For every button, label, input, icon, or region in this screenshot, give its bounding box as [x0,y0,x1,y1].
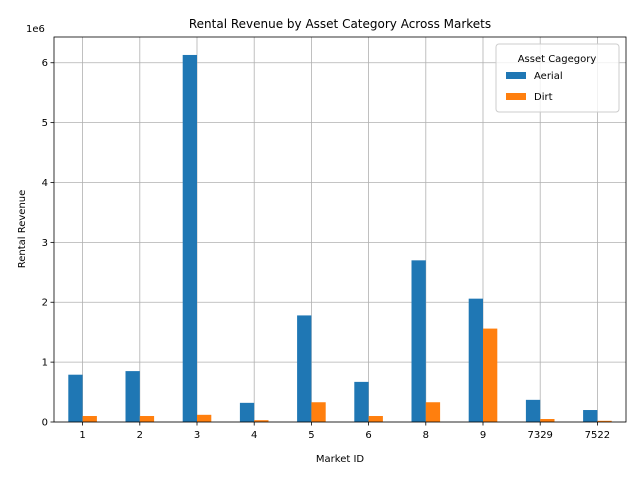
bar-aerial-9 [468,298,483,422]
x-tick-label: 9 [480,430,486,441]
bar-dirt-2 [139,416,155,422]
x-axis-ticks: 1 2 3 4 5 6 8 9 7329 7522 [79,422,610,441]
x-axis-label: Market ID [316,454,365,465]
legend-label-dirt: Dirt [534,92,553,103]
y-tick-label: 5 [42,118,48,129]
bar-dirt-7329 [540,419,555,422]
legend-swatch-aerial [506,72,526,79]
bar-dirt-8 [425,402,441,422]
bar-dirt-4 [254,420,269,422]
x-tick-label: 5 [308,430,314,441]
y-axis-label: Rental Revenue [17,190,28,269]
x-tick-label: 4 [251,430,257,441]
bar-dirt-5 [311,402,326,422]
chart-title: Rental Revenue by Asset Category Across … [189,17,491,31]
x-tick-label: 1 [79,430,85,441]
x-tick-label: 3 [194,430,200,441]
y-tick-label: 3 [42,238,48,249]
bar-aerial-4 [239,402,255,422]
x-tick-label: 7522 [585,430,610,441]
bar-dirt-7522 [597,420,612,422]
bar-dirt-9 [483,328,498,422]
y-tick-label: 4 [42,178,48,189]
bar-aerial-7329 [525,399,541,422]
bar-dirt-6 [368,416,383,422]
legend-swatch-dirt [506,93,526,100]
bar-aerial-2 [125,371,140,422]
bar-aerial-6 [354,381,369,422]
bar-aerial-3 [182,54,197,422]
bar-dirt-1 [82,416,97,422]
x-tick-label: 8 [423,430,429,441]
y-tick-label: 0 [42,418,48,429]
bar-aerial-5 [297,315,312,422]
legend-label-aerial: Aerial [534,71,563,82]
plot-frame [53,36,627,423]
bar-aerial-1 [68,374,83,422]
bar-dirt-3 [197,414,212,422]
bars [68,54,612,422]
y-tick-label: 1 [42,358,48,369]
legend-title: Asset Cagegory [518,54,597,65]
legend: Asset Cagegory Aerial Dirt [495,43,620,113]
y-axis-ticks: 0 1 2 3 4 5 6 [42,58,54,429]
legend-box [495,43,620,113]
bar-aerial-7522 [583,410,598,422]
y-tick-label: 6 [42,58,48,69]
y-offset-label: 1e6 [26,24,45,35]
bar-aerial-8 [411,260,426,422]
x-tick-label: 6 [365,430,371,441]
y-tick-label: 2 [42,298,48,309]
x-tick-label: 7329 [527,430,552,441]
x-tick-label: 2 [137,430,143,441]
